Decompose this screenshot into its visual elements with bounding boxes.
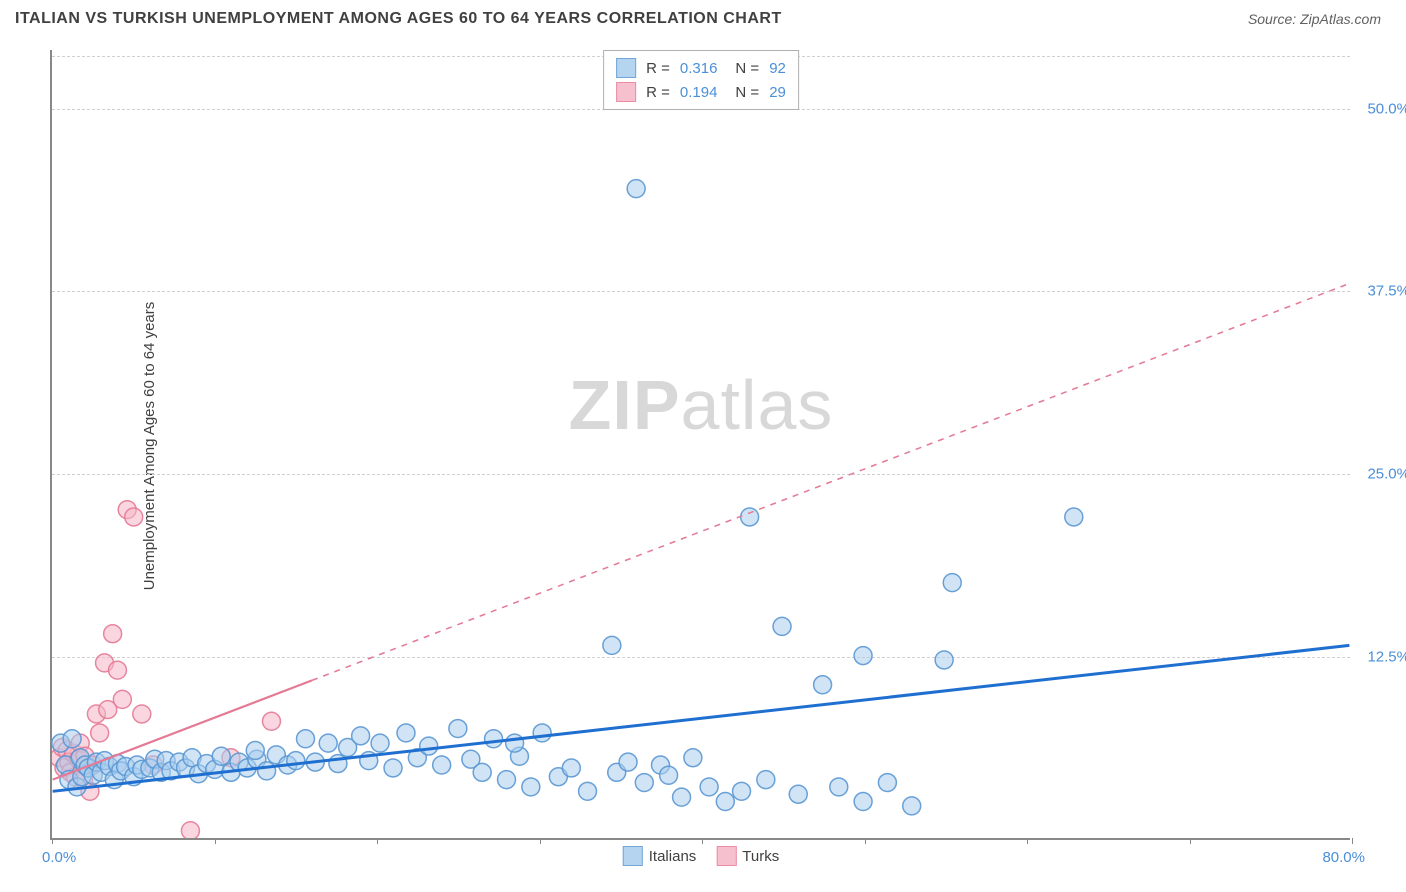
legend-stats-italians: R = 0.316 N = 92 xyxy=(616,56,786,80)
italians-point xyxy=(716,793,734,811)
italians-point xyxy=(533,724,551,742)
turks-point xyxy=(133,705,151,723)
x-tick xyxy=(540,838,541,844)
italians-point xyxy=(371,734,389,752)
italians-point xyxy=(943,574,961,592)
x-axis-max-label: 80.0% xyxy=(1322,849,1365,866)
turks-point xyxy=(113,690,131,708)
italians-point xyxy=(297,730,315,748)
italians-point xyxy=(246,741,264,759)
italians-point xyxy=(878,774,896,792)
italians-point xyxy=(522,778,540,796)
italians-point xyxy=(319,734,337,752)
y-tick-label: 37.5% xyxy=(1367,283,1406,300)
x-axis-min-label: 0.0% xyxy=(42,849,76,866)
italians-point xyxy=(635,774,653,792)
italians-point xyxy=(757,771,775,789)
italians-point xyxy=(498,771,516,789)
italians-point xyxy=(700,778,718,796)
italians-point xyxy=(1065,508,1083,526)
italians-point xyxy=(420,737,438,755)
italians-point xyxy=(449,720,467,738)
legend-item-italians: Italians xyxy=(623,846,697,866)
italians-trendline xyxy=(53,645,1350,791)
italians-point xyxy=(473,763,491,781)
italians-point xyxy=(603,636,621,654)
legend-stats-turks: R = 0.194 N = 29 xyxy=(616,80,786,104)
y-tick-label: 50.0% xyxy=(1367,100,1406,117)
italians-point xyxy=(741,508,759,526)
turks-point xyxy=(262,712,280,730)
turks-point xyxy=(181,822,199,838)
turks-point xyxy=(91,724,109,742)
x-tick xyxy=(1190,838,1191,844)
y-tick-label: 12.5% xyxy=(1367,649,1406,666)
italians-point xyxy=(619,753,637,771)
legend-top: R = 0.316 N = 92 R = 0.194 N = 29 xyxy=(603,50,799,110)
x-tick xyxy=(865,838,866,844)
swatch-icon xyxy=(616,82,636,102)
x-tick xyxy=(377,838,378,844)
italians-point xyxy=(384,759,402,777)
plot-region: ZIPatlas 12.5%25.0%37.5%50.0% 0.0% 80.0%… xyxy=(50,50,1350,840)
italians-point xyxy=(506,734,524,752)
italians-point xyxy=(673,788,691,806)
legend-item-turks: Turks xyxy=(716,846,779,866)
italians-point xyxy=(212,747,230,765)
italians-point xyxy=(733,782,751,800)
chart-area: ZIPatlas 12.5%25.0%37.5%50.0% 0.0% 80.0%… xyxy=(50,50,1350,840)
x-tick xyxy=(215,838,216,844)
x-tick xyxy=(52,838,53,844)
x-tick xyxy=(702,838,703,844)
italians-point xyxy=(854,793,872,811)
italians-point xyxy=(397,724,415,742)
italians-point xyxy=(854,647,872,665)
turks-point xyxy=(104,625,122,643)
scatter-svg xyxy=(52,50,1350,838)
italians-point xyxy=(433,756,451,774)
italians-point xyxy=(903,797,921,815)
italians-point xyxy=(773,617,791,635)
italians-point xyxy=(627,180,645,198)
x-tick xyxy=(1027,838,1028,844)
italians-point xyxy=(830,778,848,796)
turks-trendline-dashed xyxy=(312,283,1349,680)
swatch-icon xyxy=(623,846,643,866)
y-tick-label: 25.0% xyxy=(1367,466,1406,483)
italians-point xyxy=(485,730,503,748)
legend-bottom: Italians Turks xyxy=(623,846,779,866)
italians-point xyxy=(63,730,81,748)
italians-point xyxy=(562,759,580,777)
italians-point xyxy=(814,676,832,694)
swatch-icon xyxy=(616,58,636,78)
turks-point xyxy=(125,508,143,526)
italians-point xyxy=(352,727,370,745)
italians-point xyxy=(684,749,702,767)
italians-point xyxy=(789,785,807,803)
italians-point xyxy=(579,782,597,800)
italians-point xyxy=(258,762,276,780)
page-title: ITALIAN VS TURKISH UNEMPLOYMENT AMONG AG… xyxy=(15,10,782,28)
x-tick xyxy=(1352,838,1353,844)
italians-point xyxy=(660,766,678,784)
italians-point xyxy=(287,752,305,770)
italians-point xyxy=(935,651,953,669)
swatch-icon xyxy=(716,846,736,866)
source-label: Source: ZipAtlas.com xyxy=(1248,11,1381,27)
turks-point xyxy=(109,661,127,679)
